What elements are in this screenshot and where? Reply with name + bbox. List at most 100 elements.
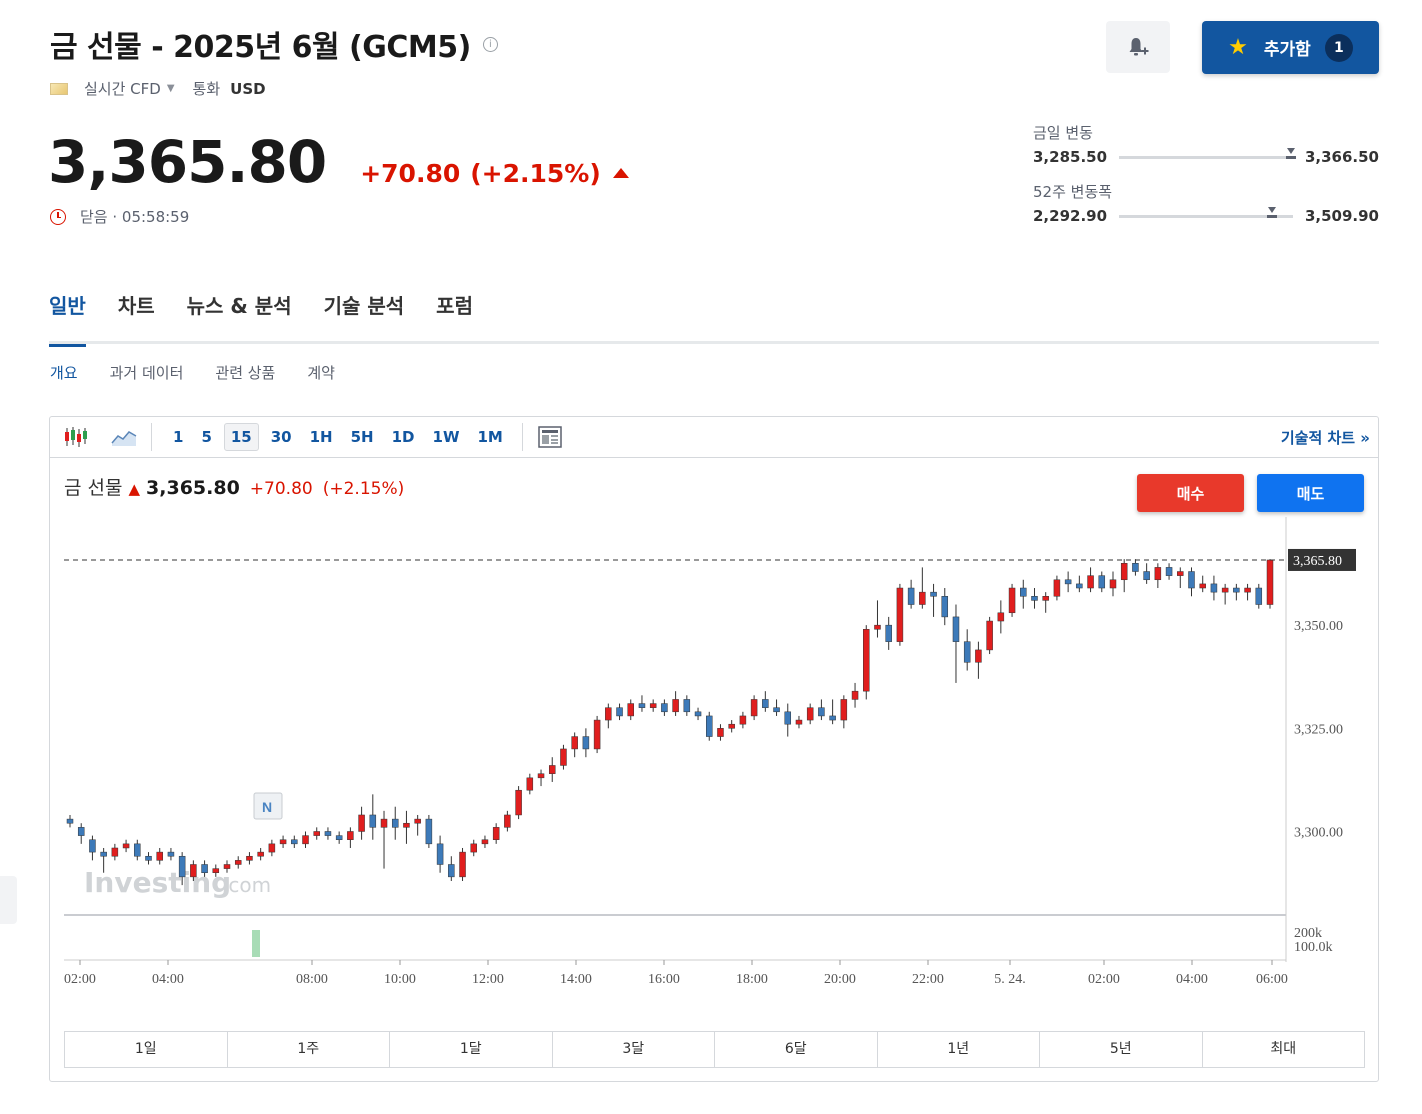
candle-body [919,591,926,605]
timeframe-30-button[interactable]: 30 [270,428,292,446]
market-status-text: 닫음 · 05:58:59 [80,208,190,226]
candle-body [369,814,377,828]
side-panel-handle[interactable] [0,876,17,924]
timeframe-1h-button[interactable]: 1H [309,428,333,446]
candle-body [223,864,231,869]
candle-body [1210,583,1218,593]
candle-body [773,707,780,713]
clock-icon [50,208,66,225]
week52-range-high: 3,509.90 [1304,207,1379,225]
candle-body [1042,596,1049,601]
candle-body [1098,575,1106,589]
candle-body [122,843,130,849]
timeframe-1-button[interactable]: 1 [173,428,184,446]
star-icon: ★ [1228,35,1248,60]
last-price-label: 3,365.80 [1293,554,1342,569]
investing-watermark-suffix: .com [222,873,271,897]
tab-chart[interactable]: 차트 [117,294,155,318]
watchlist-label: 추가함 [1263,40,1311,60]
y-tick-label: 3,325.00 [1294,722,1343,737]
timeframe-list: 1 5 15 30 1H 5H 1D 1W 1M [164,423,512,451]
subtab-contracts[interactable]: 계약 [307,364,335,382]
candle-body [414,818,421,824]
candle-body [706,715,713,737]
period-1w[interactable]: 1주 [228,1032,390,1067]
period-3m[interactable]: 3달 [553,1032,715,1067]
candle-body [638,703,646,708]
timeframe-5-button[interactable]: 5 [201,428,212,446]
period-1d[interactable]: 1일 [65,1032,228,1067]
subtab-related[interactable]: 관련 상품 [215,364,276,382]
x-tick-label: 04:00 [152,972,184,987]
candle-body [694,711,702,717]
volume-tick-label: 200k [1294,926,1322,941]
x-tick-label: 02:00 [64,972,96,987]
candle-body [201,864,208,873]
period-1m[interactable]: 1달 [390,1032,553,1067]
candle-body [167,851,175,857]
caret-down-icon[interactable]: ▼ [166,83,175,94]
advanced-chart-link[interactable]: 기술적 차트 » [1280,429,1370,447]
candle-body [504,814,511,828]
candle-body [649,703,657,708]
subtab-historical[interactable]: 과거 데이터 [109,364,184,382]
candle-body [851,690,859,700]
candle-body [492,827,500,840]
candle-body [863,629,870,692]
candle-body [1177,571,1184,576]
candle-body [77,827,85,836]
buy-button[interactable]: 매수 [1137,474,1244,512]
candle-body [279,839,287,845]
candle-body [1120,563,1128,581]
chart-change: +70.80 [249,479,313,499]
candle-body [380,818,388,828]
candle-body [481,839,489,845]
market-type-selector[interactable]: 실시간 CFD [84,80,161,98]
candle-body [1221,587,1229,593]
timeframe-15-button[interactable]: 15 [223,423,259,451]
last-price-label-bg [1288,548,1356,571]
subtab-summary[interactable]: 개요 [50,364,78,382]
layout-button[interactable] [535,422,565,452]
period-5y[interactable]: 5년 [1040,1032,1203,1067]
sell-button[interactable]: 매도 [1257,474,1364,512]
candle-body [750,699,758,717]
candle-body [963,641,971,663]
info-icon[interactable]: i [482,36,498,52]
instrument-meta: 실시간 CFD ▼ 통화 USD [50,78,266,99]
candlestick-chart-type-button[interactable] [61,422,91,452]
week52-range-label: 52주 변동폭 [1033,183,1113,201]
add-alert-button[interactable] [1106,21,1170,73]
area-chart-type-button[interactable] [109,422,139,452]
timeframe-1w-button[interactable]: 1W [432,428,460,446]
x-tick-label: 5. 24. [994,972,1026,987]
candle-body [526,777,534,791]
candle-body [324,831,332,836]
y-tick-label: 3,350.00 [1294,619,1343,634]
candle-body [66,818,74,824]
tab-overview[interactable]: 일반 [49,290,86,347]
timeframe-5h-button[interactable]: 5H [350,428,374,446]
price-chart[interactable]: Investing.com 3,300.00 3,325.00 3,350.00 3,3… [50,417,1378,1017]
candle-body [100,851,107,857]
candle-body [515,789,522,816]
timeframe-1m-button[interactable]: 1M [477,428,503,446]
page-title: 금 선물 - 2025년 6월 (GCM5) [50,30,471,65]
candle-body [806,707,814,721]
watchlist-button[interactable]: ★ 추가함 1 [1202,21,1379,74]
x-tick-label: 10:00 [384,972,416,987]
x-tick-label: 08:00 [296,972,328,987]
layout-icon [538,426,562,448]
period-1y[interactable]: 1년 [878,1032,1040,1067]
tab-technical[interactable]: 기술 분석 [323,294,405,318]
period-max[interactable]: 최대 [1270,1041,1297,1057]
candle-body [459,851,466,878]
timeframe-1d-button[interactable]: 1D [391,428,415,446]
x-tick-label: 06:00 [1256,972,1288,987]
period-6m[interactable]: 6달 [715,1032,878,1067]
tab-news-analysis[interactable]: 뉴스 & 분석 [186,294,292,318]
candle-body [212,868,220,873]
x-tick-label: 14:00 [560,972,592,987]
tab-forum[interactable]: 포럼 [436,294,473,318]
chart-change-pct: (+2.15%) [322,479,405,499]
